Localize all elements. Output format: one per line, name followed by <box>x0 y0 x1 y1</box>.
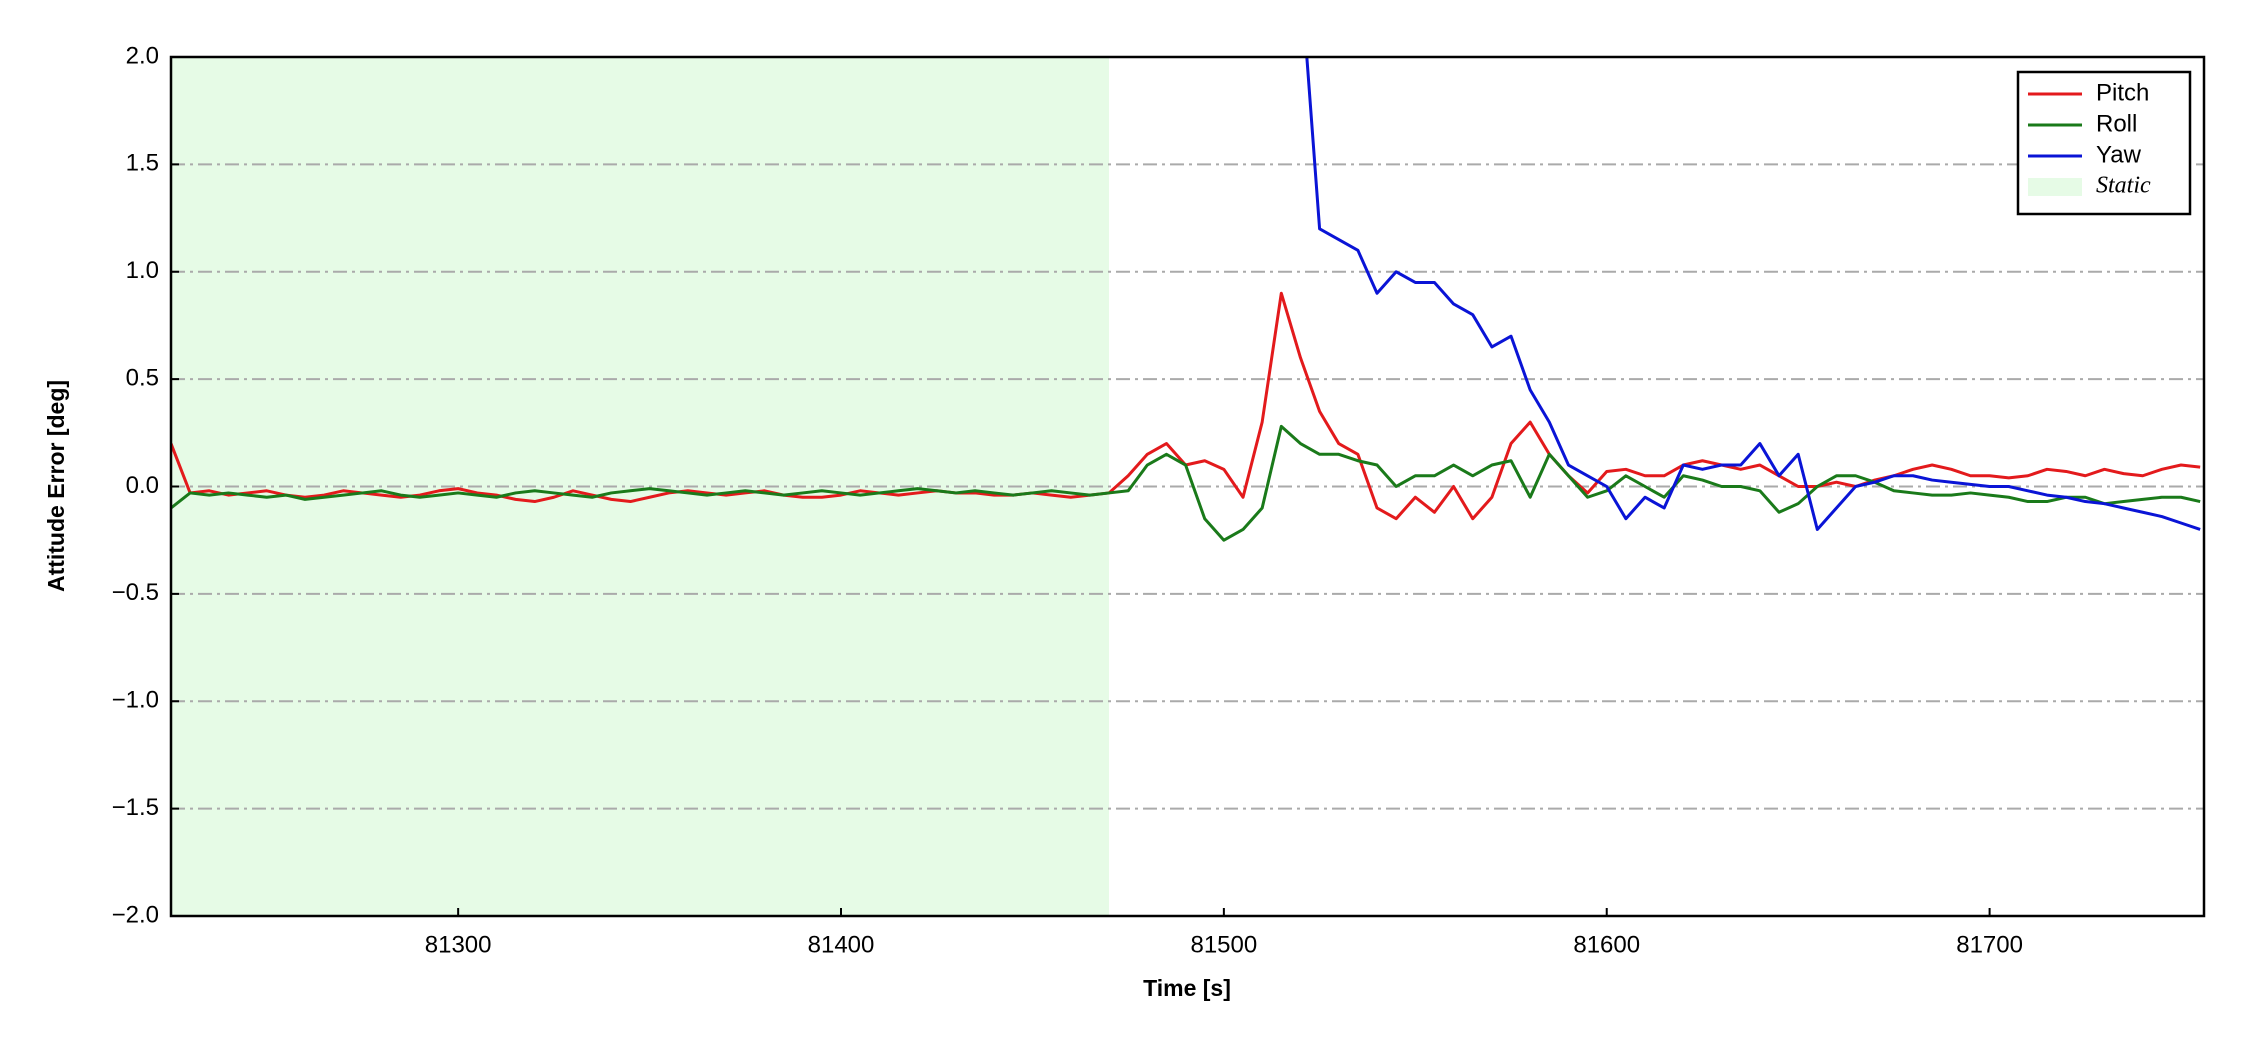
y-tick-label: −1.0 <box>112 687 159 714</box>
y-tick-label: −0.5 <box>112 579 159 606</box>
x-axis-label: Time [s] <box>1143 975 1231 1001</box>
y-tick-label: −2.0 <box>112 901 159 928</box>
y-tick-label: 1.5 <box>126 150 159 177</box>
x-tick-label: 81700 <box>1956 931 2023 958</box>
legend-label: Pitch <box>2096 79 2149 106</box>
y-tick-label: −1.5 <box>112 794 159 821</box>
series-line <box>171 424 2201 542</box>
x-tick-label: 81300 <box>425 931 492 958</box>
legend-swatch <box>2028 178 2082 196</box>
y-axis-label: Attitude Error [deg] <box>43 380 69 592</box>
plot-lines <box>171 57 2201 542</box>
y-tick-label: 1.0 <box>126 257 159 284</box>
legend-label: Roll <box>2096 110 2137 137</box>
y-tick-label: 0.0 <box>126 472 159 499</box>
series-line <box>1305 57 2201 531</box>
legend-label: Yaw <box>2096 141 2142 168</box>
x-tick-label: 81600 <box>1573 931 1640 958</box>
plot-frame <box>169 55 2206 918</box>
x-tick-label: 81400 <box>808 931 875 958</box>
y-tick-label: 0.5 <box>126 364 159 391</box>
y-tick-label: 2.0 <box>126 42 159 69</box>
legend-label: Static <box>2096 173 2151 199</box>
x-tick-label: 81500 <box>1190 931 1257 958</box>
